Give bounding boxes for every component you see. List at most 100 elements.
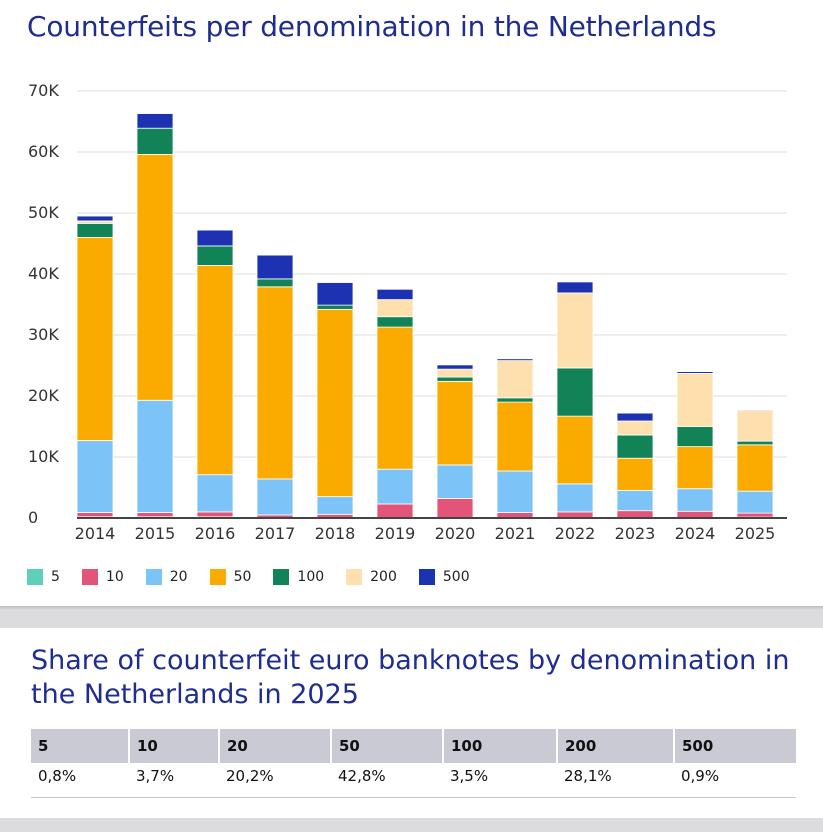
bar-segment-2018-20 (316, 496, 354, 515)
bar-segment-2022-200 (556, 292, 594, 369)
bar-segment-2015-500 (136, 113, 174, 129)
bar-segment-2024-50 (676, 446, 714, 490)
share-header-100: 100 (442, 729, 557, 763)
bar-segment-2019-10 (376, 503, 414, 518)
share-table-header-row: 5 10 20 50 100 200 500 (31, 729, 796, 763)
bar-segment-2018-500 (316, 282, 354, 306)
legend-item-100: 100 (273, 569, 324, 585)
x-tick-label: 2024 (675, 524, 716, 543)
share-header-50: 50 (330, 729, 443, 763)
bar-segment-2015-100 (136, 127, 174, 155)
bar-segment-2025-200 (736, 410, 774, 442)
bar-segment-2016-50 (196, 265, 234, 476)
share-value-20: 20,2% (219, 763, 331, 798)
legend-swatch (273, 569, 290, 585)
bar-segment-2025-100 (736, 440, 774, 446)
bar-segment-2014-500 (76, 215, 114, 222)
bar-segment-2021-200 (496, 360, 534, 399)
bar-segment-2014-100 (76, 222, 114, 238)
x-tick-label: 2019 (375, 524, 416, 543)
share-header-20: 20 (218, 729, 331, 763)
bar-segment-2023-50 (616, 457, 654, 491)
legend-label: 100 (297, 569, 325, 585)
share-table-row: 0,8% 3,7% 20,2% 42,8% 3,5% 28,1% 0,9% (31, 763, 796, 798)
share-header-200: 200 (556, 729, 674, 763)
section-divider-shadow (0, 606, 823, 610)
y-tick-label: 30K (28, 325, 59, 344)
bar-segment-2015-20 (136, 399, 174, 513)
legend-label: 500 (442, 569, 470, 585)
share-value-100: 3,5% (443, 763, 557, 798)
bar-segment-2025-10 (736, 512, 774, 518)
legend-item-10: 10 (81, 569, 124, 585)
bar-segment-2021-100 (496, 397, 534, 403)
bar-segment-2016-10 (196, 511, 234, 518)
share-table: 5 10 20 50 100 200 500 0,8% 3,7% 20,2% 4… (31, 729, 796, 798)
bar-segment-2022-20 (556, 483, 594, 513)
bar-segment-2022-50 (556, 415, 594, 485)
bar-segment-2023-10 (616, 510, 654, 518)
x-tick-label: 2014 (75, 524, 116, 543)
bottom-band (0, 818, 823, 832)
bar-segment-2019-50 (376, 326, 414, 470)
legend-label: 50 (233, 569, 252, 585)
bar-segment-2019-100 (376, 316, 414, 328)
bar-segment-2018-10 (316, 513, 354, 518)
bar-segment-2019-20 (376, 468, 414, 505)
y-tick-label: 40K (28, 264, 59, 283)
bar-segment-2020-500 (436, 364, 474, 370)
x-tick-label: 2023 (615, 524, 656, 543)
bar-segment-2025-20 (736, 490, 774, 514)
bar-segment-2020-100 (436, 376, 474, 382)
bar-segment-2019-500 (376, 288, 414, 301)
bar-segment-2021-10 (496, 512, 534, 518)
bar-segment-2024-10 (676, 510, 714, 518)
bar-segment-2014-20 (76, 440, 114, 513)
bar-segment-2020-10 (436, 498, 474, 518)
bar-segment-2018-50 (316, 308, 354, 498)
legend-item-200: 200 (346, 569, 397, 585)
y-tick-label: 0 (28, 508, 38, 527)
x-tick-label: 2016 (195, 524, 236, 543)
share-value-50: 42,8% (331, 763, 443, 798)
bar-segment-2021-20 (496, 470, 534, 513)
bar-segment-2017-50 (256, 286, 294, 480)
legend-item-20: 20 (145, 569, 188, 585)
legend-swatch (145, 569, 162, 585)
bar-segment-2015-10 (136, 512, 174, 518)
share-header-5: 5 (31, 729, 129, 763)
section-divider (0, 606, 823, 628)
bar-segment-2024-100 (676, 426, 714, 448)
legend-label: 200 (370, 569, 397, 585)
legend-item-50: 50 (209, 569, 252, 585)
x-tick-label: 2015 (135, 524, 176, 543)
bar-segment-2021-500 (496, 358, 534, 362)
bar-segment-2023-200 (616, 420, 654, 436)
x-tick-label: 2020 (435, 524, 476, 543)
share-value-10: 3,7% (129, 763, 219, 798)
legend-item-5: 5 (27, 569, 60, 585)
bar-segment-2017-500 (256, 254, 294, 280)
bar-segment-2021-50 (496, 401, 534, 472)
y-tick-label: 10K (28, 447, 59, 466)
x-tick-label: 2017 (255, 524, 296, 543)
bar-segment-2020-200 (436, 368, 474, 378)
bar-segment-2025-500 (736, 409, 774, 412)
bar-segment-2014-10 (76, 512, 114, 518)
x-tick-label: 2018 (315, 524, 356, 543)
share-card: Share of counterfeit euro banknotes by d… (0, 628, 823, 818)
share-value-200: 28,1% (557, 763, 674, 798)
bar-segment-2023-20 (616, 490, 654, 512)
legend-swatch (346, 569, 363, 585)
bar-segment-2024-20 (676, 488, 714, 512)
y-tick-label: 50K (28, 203, 59, 222)
bar-segment-2018-100 (316, 304, 354, 310)
bar-segment-2017-20 (256, 478, 294, 516)
share-header-500: 500 (673, 729, 796, 763)
bar-segment-2022-10 (556, 511, 594, 518)
legend-label: 20 (169, 569, 188, 585)
bar-segment-2016-500 (196, 229, 234, 247)
bar-segment-2023-500 (616, 412, 654, 422)
bar-segment-2024-500 (676, 371, 714, 374)
bar-segment-2022-100 (556, 367, 594, 417)
